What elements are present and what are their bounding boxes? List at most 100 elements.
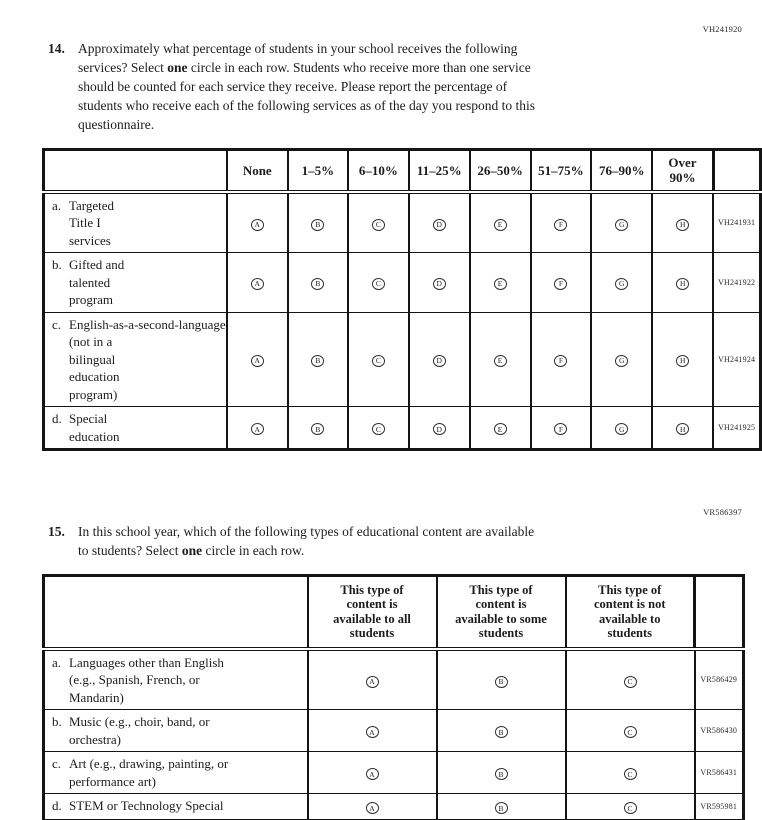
answer-cell: G: [590, 252, 654, 313]
answer-cell: C: [564, 709, 696, 752]
question-14-number: 14.: [48, 41, 65, 56]
answer-circle-c[interactable]: C: [623, 768, 637, 781]
question-text-segment: In this school year, which of the follow…: [78, 524, 535, 539]
column-header: 26–50%: [468, 148, 532, 194]
row-label-cell: b. Music (e.g., choir, band, or orchestra): [42, 709, 309, 752]
answer-circle-letter: C: [627, 676, 633, 686]
row-label-cell: d. STEM or Technology Special: [42, 793, 309, 820]
answer-circle-e[interactable]: E: [493, 218, 507, 231]
column-header: Over 90%: [651, 148, 715, 194]
answer-cell: C: [564, 793, 696, 820]
answer-circle-d[interactable]: D: [432, 355, 446, 367]
answer-circle-a[interactable]: A: [250, 218, 264, 231]
column-header: None: [225, 148, 289, 194]
answer-circle-a[interactable]: A: [365, 768, 379, 781]
answer-circle-f[interactable]: F: [554, 355, 568, 367]
answer-circle-h[interactable]: H: [676, 278, 690, 290]
answer-cell: C: [346, 406, 410, 450]
answer-circle-e[interactable]: E: [493, 278, 507, 290]
row-label-cell: a. Languages other than English (e.g., Spa…: [42, 648, 309, 710]
answer-circle-letter: H: [680, 424, 686, 434]
answer-circle-c[interactable]: C: [623, 726, 637, 739]
answer-cell: E: [468, 252, 532, 313]
question-text-segment: questionnaire.: [78, 117, 155, 132]
answer-circle-c[interactable]: C: [371, 355, 385, 367]
answer-circle-letter: C: [627, 769, 633, 779]
table-row: a. Languages other than English (e.g., Spa…: [42, 648, 745, 710]
answer-cell: B: [435, 709, 567, 752]
column-header: 6–10%: [346, 148, 410, 194]
answer-circle-f[interactable]: F: [554, 278, 568, 290]
answer-circle-a[interactable]: A: [250, 423, 264, 436]
question-text-segment: circle in each row.: [202, 543, 305, 558]
answer-circle-letter: E: [497, 424, 503, 434]
row-letter: d.: [52, 411, 62, 426]
answer-circle-g[interactable]: G: [615, 423, 629, 436]
answer-circle-b[interactable]: B: [494, 802, 508, 815]
answer-cell: D: [407, 252, 471, 313]
answer-circle-h[interactable]: H: [676, 423, 690, 436]
answer-circle-a[interactable]: A: [365, 675, 379, 688]
answer-circle-h[interactable]: H: [676, 218, 690, 231]
answer-circle-b[interactable]: B: [311, 355, 325, 367]
answer-circle-e[interactable]: E: [493, 355, 507, 367]
answer-circle-g[interactable]: G: [615, 218, 629, 231]
answer-circle-c[interactable]: C: [623, 802, 637, 815]
answer-circle-a[interactable]: A: [250, 278, 264, 290]
answer-circle-g[interactable]: G: [615, 278, 629, 290]
answer-circle-letter: H: [680, 356, 686, 366]
answer-circle-g[interactable]: G: [615, 355, 629, 367]
answer-circle-a[interactable]: A: [365, 726, 379, 739]
answer-circle-d[interactable]: D: [432, 423, 446, 436]
answer-cell: A: [306, 648, 438, 710]
answer-circle-letter: A: [369, 676, 375, 686]
answer-circle-c[interactable]: C: [371, 423, 385, 436]
row-label: Music (e.g., choir, band, or orchestra): [69, 714, 210, 747]
answer-cell: D: [407, 311, 471, 407]
column-header: This type of content is available to all st…: [306, 574, 438, 651]
answer-circle-d[interactable]: D: [432, 218, 446, 231]
row-label: English-as-a-second-language (not in a bil…: [69, 316, 226, 402]
answer-circle-c[interactable]: C: [623, 675, 637, 688]
answer-circle-letter: E: [497, 356, 503, 366]
answer-circle-b[interactable]: B: [494, 768, 508, 781]
question-text-segment: one: [181, 543, 203, 558]
question-14-text: Approximately what percentage of student…: [78, 39, 658, 134]
answer-cell: B: [435, 751, 567, 794]
answer-circle-letter: D: [436, 424, 442, 434]
answer-cell: E: [468, 406, 532, 450]
answer-circle-letter: D: [436, 356, 442, 366]
answer-circle-a[interactable]: A: [365, 802, 379, 815]
answer-cell: G: [590, 191, 654, 253]
question-text-segment: circle in each row. Students who receive…: [187, 60, 531, 75]
answer-circle-h[interactable]: H: [676, 355, 690, 367]
answer-cell: D: [407, 406, 471, 450]
answer-circle-e[interactable]: E: [493, 423, 507, 436]
answer-circle-c[interactable]: C: [371, 218, 385, 231]
answer-cell: H: [651, 406, 715, 450]
answer-cell: C: [346, 191, 410, 253]
question-text-segment: to students? Select: [78, 543, 182, 558]
answer-circle-d[interactable]: D: [432, 278, 446, 290]
answer-circle-c[interactable]: C: [371, 278, 385, 290]
answer-circle-letter: A: [254, 424, 260, 434]
answer-circle-a[interactable]: A: [250, 355, 264, 367]
table-row: b. Gifted and talented program A B C D E F G H VH241…: [42, 252, 762, 313]
question-text-segment: one: [167, 60, 188, 75]
header-row: None 1–5% 6–10% 11–25% 26–50% 51–75% 76–90% Ove…: [42, 148, 762, 194]
answer-circle-f[interactable]: F: [554, 218, 568, 231]
question-15-response-table: This type of content is available to all st…: [42, 574, 745, 820]
row-letter: c.: [52, 316, 62, 332]
answer-circle-b[interactable]: B: [494, 675, 508, 688]
answer-circle-f[interactable]: F: [554, 423, 568, 436]
question-text-line: services? Select one circle in each row.…: [78, 58, 658, 77]
answer-circle-b[interactable]: B: [494, 726, 508, 739]
answer-circle-b[interactable]: B: [311, 423, 325, 436]
answer-circle-b[interactable]: B: [311, 218, 325, 231]
question-text-line: In this school year, which of the follow…: [78, 522, 658, 541]
stub-header-cell: [42, 574, 309, 651]
answer-circle-b[interactable]: B: [311, 278, 325, 290]
